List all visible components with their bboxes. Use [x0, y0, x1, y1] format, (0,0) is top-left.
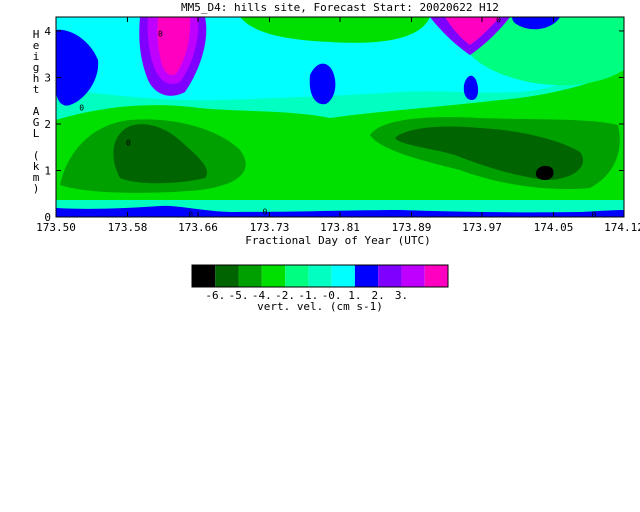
colorbar-swatch [261, 265, 286, 287]
field-magenta-west [157, 17, 191, 76]
y-tick-label: 3 [44, 71, 51, 84]
contour-label: 0 [126, 139, 131, 148]
colorbar-tick-label: 3. [395, 289, 408, 302]
contour-label: 0 [262, 207, 267, 216]
x-tick-label: 173.89 [392, 221, 432, 234]
colorbar-swatch [401, 265, 425, 287]
colorbar-swatch [378, 265, 402, 287]
x-tick-label: 174.05 [534, 221, 574, 234]
contour-label: 0 [496, 15, 501, 24]
x-tick-label: 173.58 [108, 221, 148, 234]
contour-labels: 0 0 0 0 0 0 0 [79, 15, 596, 219]
colorbar-frame [191, 264, 449, 288]
colorbar-tick-label: 2. [372, 289, 385, 302]
colorbar-tick-label: -0. [322, 289, 342, 302]
field-dark-green-right [395, 126, 584, 180]
field-blue-cell-east [463, 75, 479, 100]
field-green-top-mid [240, 17, 430, 43]
colorbar-tick-label: -4. [252, 289, 272, 302]
contour-label: 0 [79, 104, 84, 113]
colorbar-swatch [285, 265, 309, 287]
colorbar-swatch [308, 265, 332, 287]
x-tick-label: 173.97 [462, 221, 502, 234]
colorbar-tick-label: -2. [275, 289, 295, 302]
contour-label: 0 [158, 29, 163, 38]
contour-label: 0 [591, 211, 596, 220]
x-tick-label: 173.50 [36, 221, 76, 234]
y-tick-label: 2 [44, 118, 51, 131]
field-blue-corner-east [512, 17, 560, 30]
x-axis-label: Fractional Day of Year (UTC) [245, 234, 430, 247]
x-tick-label: 173.73 [250, 221, 290, 234]
colorbar-tick-label: -1. [298, 289, 318, 302]
colorbar-swatch [238, 265, 262, 287]
colorbar-swatch [192, 265, 216, 287]
colorbar-label: vert. vel. (cm s-1) [257, 300, 383, 313]
x-tick-label: 174.12 [604, 221, 640, 234]
plot-area [56, 17, 624, 217]
field-blue-cell-mid [309, 63, 336, 105]
colorbar-tick-label: 1. [348, 289, 361, 302]
field-blue-cell-left [56, 29, 99, 106]
field-magenta-east [445, 17, 500, 45]
field-black-core [535, 165, 554, 180]
y-axis: 0 1 2 3 4 [44, 25, 624, 224]
chart-title: MM5_D4: hills site, Forecast Start: 2002… [181, 1, 499, 14]
colorbar-swatch [331, 265, 355, 287]
colorbar: -6. -5. -4. -2. -1. -0. 1. 2. 3. [191, 264, 449, 302]
colorbar-swatch [215, 265, 239, 287]
y-tick-label: 0 [44, 211, 51, 224]
x-axis: 173.50 173.58 173.66 173.73 173.81 173.89 173.… [36, 17, 640, 234]
field-dark-green-left [113, 124, 208, 184]
y-tick-label: 1 [44, 164, 51, 177]
y-tick-label: 4 [44, 25, 51, 38]
colorbar-swatch [424, 265, 448, 287]
colorbar-tick-label: -6. [205, 289, 225, 302]
contour-label: 0 [188, 211, 193, 220]
x-tick-label: 173.81 [320, 221, 360, 234]
x-tick-label: 173.66 [178, 221, 218, 234]
colorbar-swatch [354, 265, 379, 287]
colorbar-tick-label: -5. [229, 289, 249, 302]
